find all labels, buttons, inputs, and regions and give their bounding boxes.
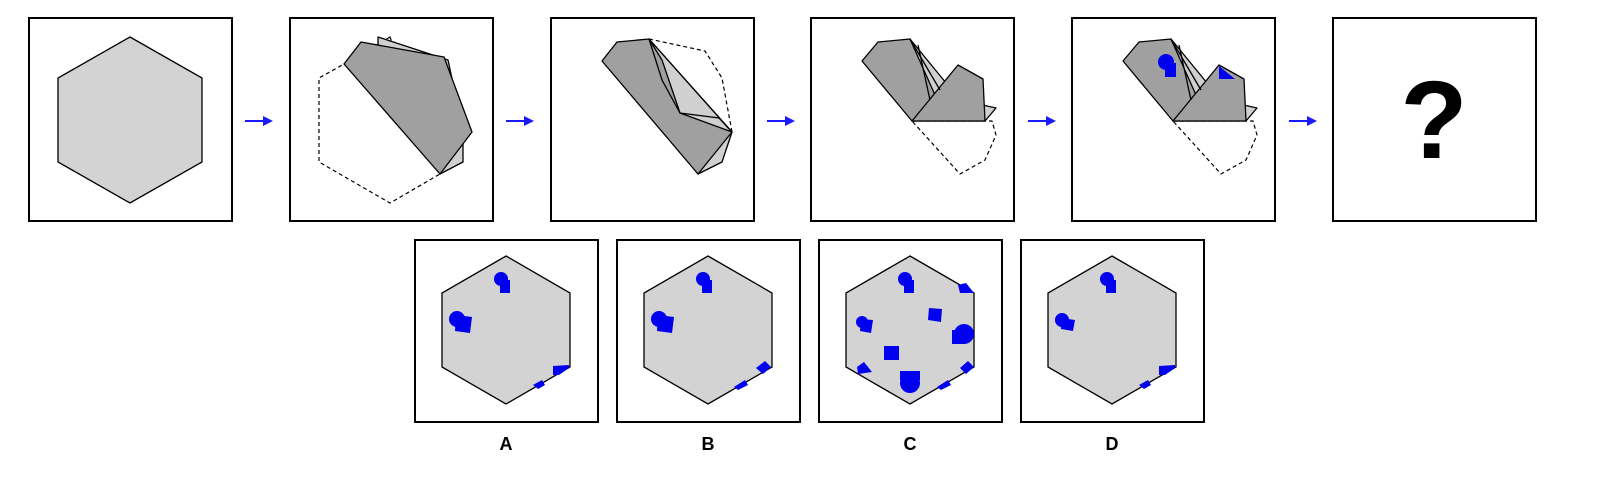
option-a-top-cut <box>494 272 510 293</box>
option-c-bottom-left-cut <box>857 362 872 374</box>
option-c-top-cut <box>898 272 914 293</box>
step-2-folded-flap <box>343 41 473 175</box>
option-c-left-cut <box>856 316 873 333</box>
step-3-folded-layer <box>601 38 733 175</box>
option-b-top-cut <box>696 272 712 293</box>
step-4-right-flap <box>911 64 986 122</box>
step-5-circle-cut <box>1158 54 1176 77</box>
step-3-panel <box>550 17 755 222</box>
answer-panel: ? <box>1332 17 1537 222</box>
option-c-label: C <box>904 434 917 454</box>
option-a-left-cut <box>449 311 472 333</box>
arrow-1 <box>245 116 273 126</box>
option-c-bottom-cut <box>900 371 920 393</box>
step-2-panel <box>289 17 494 222</box>
question-mark: ? <box>1400 59 1467 182</box>
option-c-upper-square <box>928 308 942 322</box>
option-b-label: B <box>702 434 715 454</box>
option-c-bottom-right-cut <box>960 361 974 374</box>
option-c-right-cut <box>952 324 974 344</box>
option-c-top-right-cut <box>958 283 974 293</box>
arrow-5 <box>1289 116 1317 126</box>
option-b-bottom-cut <box>734 380 748 390</box>
step-5-corner-cut <box>1219 66 1235 79</box>
option-c-bottom-right-cut-2 <box>937 380 951 390</box>
arrow-2 <box>506 116 534 126</box>
option-d-top-cut <box>1100 272 1116 293</box>
option-b[interactable]: B <box>616 239 801 454</box>
option-a[interactable]: A <box>414 239 599 454</box>
option-b-bottom-right-cut <box>756 361 771 374</box>
option-c[interactable]: C <box>818 239 1003 454</box>
arrow-3 <box>767 116 795 126</box>
option-d-bottom-cut <box>1139 380 1151 389</box>
option-a-bottom-right-cut <box>553 365 569 375</box>
option-d-bottom-right-cut <box>1159 365 1175 375</box>
option-a-label: A <box>500 434 513 454</box>
step-1-panel <box>28 17 233 222</box>
option-d-label: D <box>1106 434 1119 454</box>
option-a-bottom-cut <box>533 380 545 389</box>
step-5-panel <box>1071 17 1276 222</box>
step-4-panel <box>810 17 1015 222</box>
option-d[interactable]: D <box>1020 239 1205 454</box>
option-d-left-cut <box>1055 313 1075 331</box>
arrow-4 <box>1028 116 1056 126</box>
option-c-center-square <box>884 346 899 360</box>
option-b-left-cut <box>651 311 674 333</box>
step-1-hexagon <box>57 36 203 204</box>
